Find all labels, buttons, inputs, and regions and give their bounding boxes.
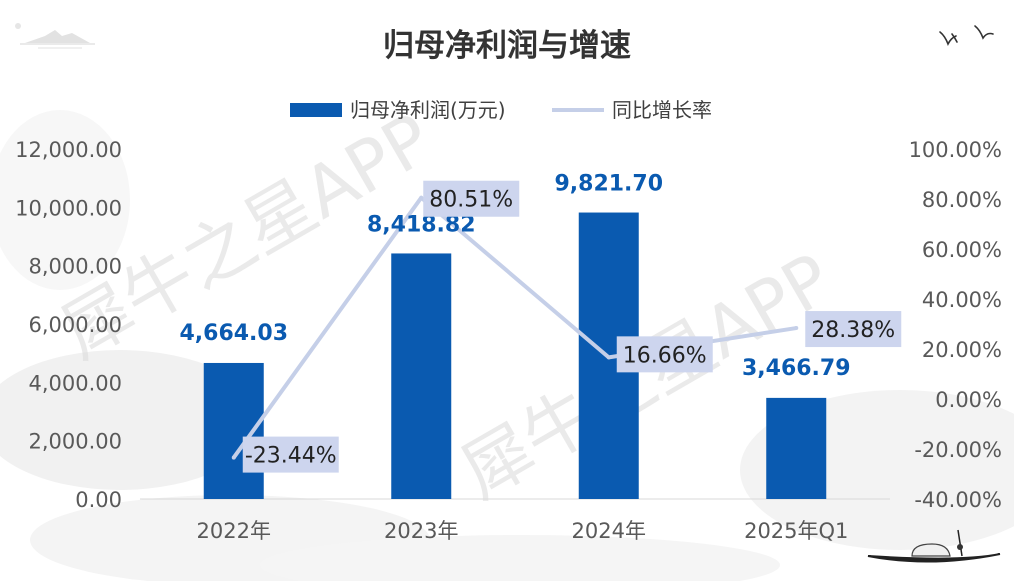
line-point [606, 355, 611, 360]
ink-wash-blot [0, 350, 260, 490]
legend-label-bar: 归母净利润(万元) [350, 98, 506, 122]
line-point [419, 195, 424, 200]
line-data-label-box [616, 336, 713, 373]
legend-swatch-bar [290, 103, 342, 117]
right-axis-tick-label: 40.00% [922, 288, 1002, 312]
left-axis-tick-label: 0.00 [75, 488, 122, 512]
left-axis-tick-label: 2,000.00 [28, 430, 122, 454]
line-data-label: 80.51% [429, 188, 513, 213]
legend-label-line: 同比增长率 [612, 98, 712, 122]
bar-data-label: 4,664.03 [179, 321, 288, 346]
line-data-label: -23.44% [245, 444, 337, 469]
left-axis-tick-label: 4,000.00 [28, 371, 122, 395]
line-data-label-box [805, 311, 902, 348]
bar-data-label: 3,466.79 [742, 356, 851, 381]
x-axis-category-label: 2023年 [384, 519, 458, 543]
line-data-label-group: -23.44% [242, 436, 339, 473]
mountain-decoration-icon [15, 23, 95, 49]
line-data-label: 16.66% [623, 343, 707, 368]
right-axis-tick-label: -40.00% [914, 488, 1002, 512]
x-axis: 2022年 2023年 2024年 2025年Q1 [197, 519, 849, 543]
left-y-axis: 0.00 2,000.00 4,000.00 6,000.00 8,000.00 10,0… [15, 138, 122, 512]
bar-data-label: 9,821.70 [554, 172, 663, 197]
ink-wash-blot [260, 535, 780, 581]
line-point [794, 326, 799, 331]
ink-wash-background [0, 110, 1014, 581]
right-axis-tick-label: 0.00% [935, 388, 1002, 412]
x-axis-category-label: 2024年 [572, 519, 646, 543]
legend: 归母净利润(万元) 同比增长率 [290, 98, 712, 122]
line-data-label-box [423, 180, 520, 217]
left-axis-tick-label: 10,000.00 [15, 196, 122, 220]
bar [766, 397, 827, 499]
x-axis-category-label: 2022年 [197, 519, 271, 543]
line-data-label-box [242, 436, 339, 473]
bar [391, 253, 452, 499]
right-axis-tick-label: 80.00% [922, 188, 1002, 212]
line-point [231, 455, 236, 460]
right-axis-tick-label: -20.00% [914, 438, 1002, 462]
line-data-label-group: 16.66% [616, 336, 713, 373]
right-axis-tick-label: 60.00% [922, 238, 1002, 262]
left-axis-tick-label: 12,000.00 [15, 138, 122, 162]
line-data-labels: -23.44% 80.51% 16.66% 28.38% [242, 180, 902, 473]
bar-data-labels: 4,664.038,418.829,821.703,466.79 [179, 172, 850, 381]
right-axis-tick-label: 20.00% [922, 338, 1002, 362]
right-y-axis: -40.00% -20.00% 0.00% 20.00% 40.00% 60.00% 80.… [909, 138, 1002, 512]
boat-decoration-icon [867, 529, 1001, 563]
x-axis-category-label: 2025年Q1 [744, 519, 848, 543]
line-data-label-group: 28.38% [805, 311, 902, 348]
ink-wash-blot [0, 110, 130, 290]
birds-icon [939, 25, 994, 46]
chart-title: 归母净利润与增速 [383, 28, 631, 64]
left-axis-tick-label: 8,000.00 [28, 255, 122, 279]
line-data-label-group: 80.51% [423, 180, 520, 217]
left-axis-tick-label: 6,000.00 [28, 313, 122, 337]
right-axis-tick-label: 100.00% [909, 138, 1002, 162]
line-data-label: 28.38% [811, 318, 895, 343]
